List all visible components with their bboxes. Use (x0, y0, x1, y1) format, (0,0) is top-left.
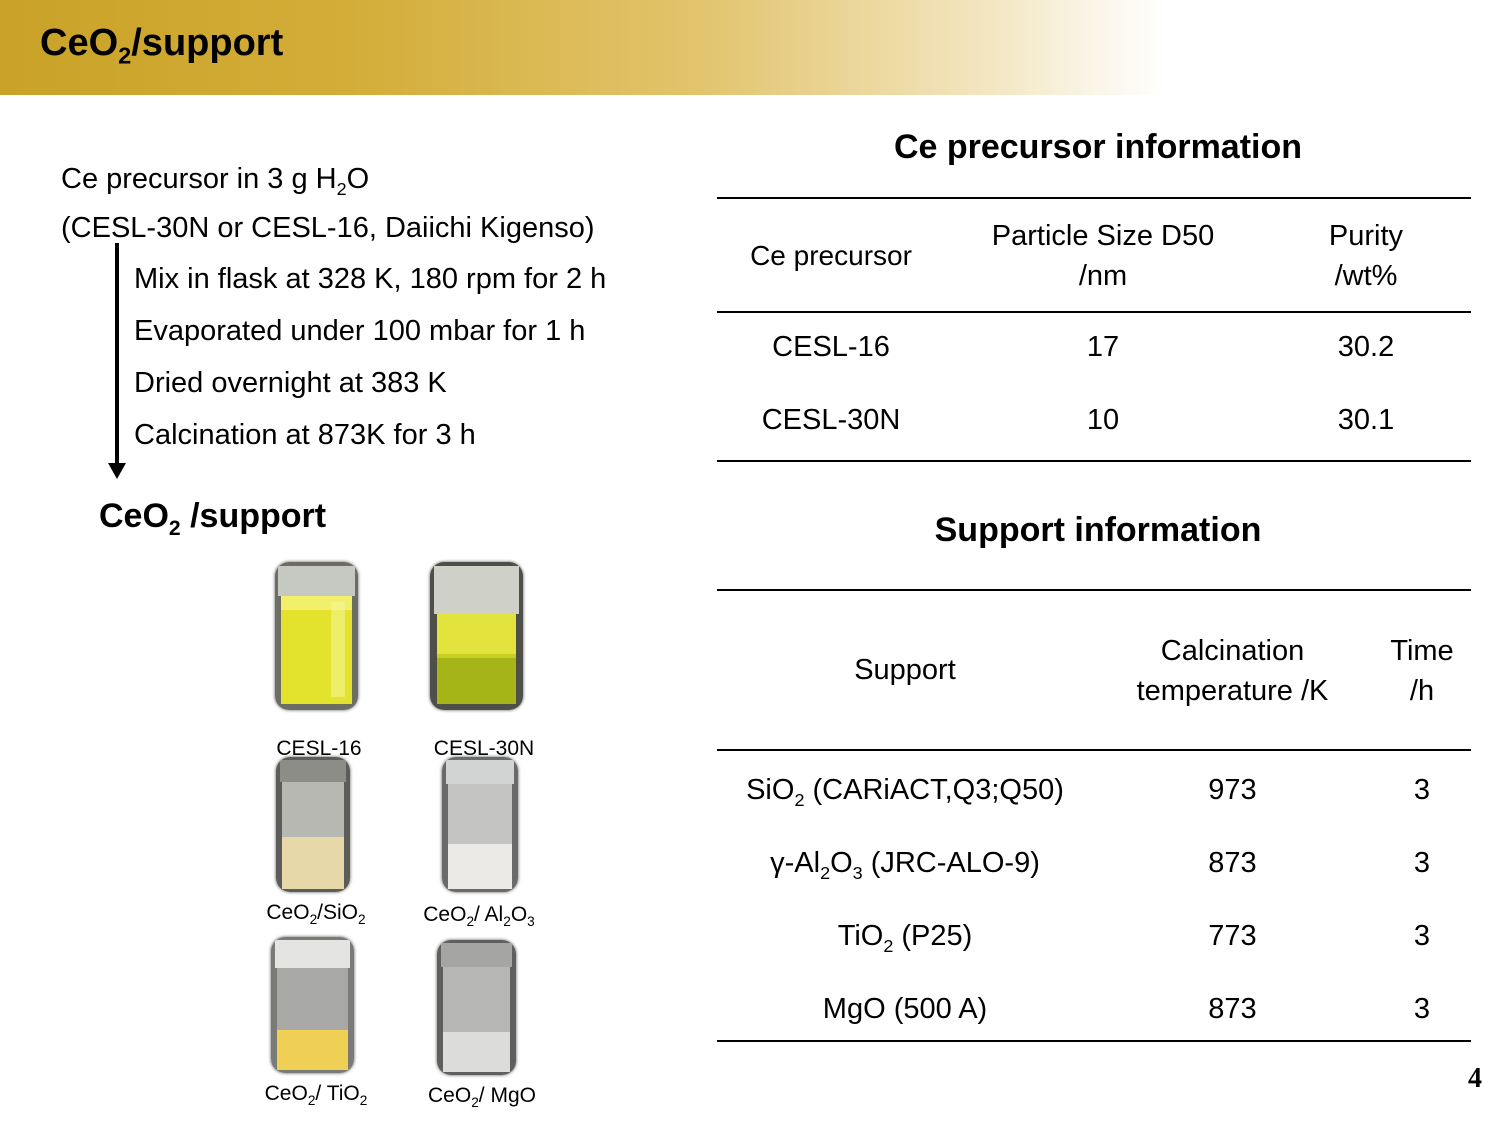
table-cell: γ-Al2O3 (JRC-ALO-9) (770, 847, 1040, 883)
table-cell: 773 (1208, 920, 1257, 952)
procedure-steps: Mix in flask at 328 K, 180 rpm for 2 h E… (134, 257, 606, 465)
caption-ceo2-tio2: CeO2/ TiO2 (264, 1082, 368, 1109)
table-rule (717, 749, 1471, 751)
table-cell: 873 (1208, 847, 1257, 879)
table-cell: 3 (1413, 774, 1431, 806)
table-cell: MgO (500 A) (822, 993, 988, 1025)
photo-ceo2-tio2 (271, 937, 354, 1073)
support-table-title: Support information (934, 511, 1262, 549)
header-ce-precursor: Ce precursor (750, 240, 912, 271)
table-cell: CESL-30N (761, 404, 901, 436)
step-item: Mix in flask at 328 K, 180 rpm for 2 h (134, 263, 607, 295)
header-purity: Purity/wt% (1328, 220, 1404, 292)
table-cell: 30.2 (1337, 331, 1395, 363)
table-rule (717, 197, 1471, 199)
table-cell: SiO2 (CARiACT,Q3;Q50) (746, 774, 1064, 810)
step-item: Evaporated under 100 mbar for 1 h (134, 315, 586, 347)
table-cell: 973 (1208, 774, 1257, 806)
step-item: Calcination at 873K for 3 h (134, 419, 476, 451)
header-time: Time/h (1390, 635, 1454, 707)
caption-ceo2-al2o3: CeO2/ Al2O3 (423, 903, 535, 930)
caption-ceo2-mgo: CeO2/ MgO (428, 1084, 536, 1111)
photo-ceo2-al2o3 (442, 757, 518, 892)
page-number: 4 (1468, 1063, 1482, 1094)
title-banner (0, 0, 1165, 95)
procedure-heading: Ce precursor in 3 g H2O (CESL-30N or CES… (61, 163, 595, 244)
arrow-head-icon (108, 463, 126, 479)
caption-ceo2-sio2: CeO2/SiO2 (266, 901, 366, 928)
step-item: Dried overnight at 383 K (134, 367, 447, 399)
caption-cesl-30n: CESL-30N (433, 737, 535, 760)
header-particle-size: Particle Size D50/nm (991, 220, 1215, 292)
table-cell: CESL-16 (772, 331, 890, 363)
table-cell: 17 (1086, 331, 1120, 363)
table-rule (717, 460, 1471, 462)
photo-ceo2-sio2 (276, 757, 350, 892)
photo-ceo2-mgo (437, 940, 516, 1075)
result-title: CeO2 /support (99, 497, 327, 540)
table-cell: 30.1 (1337, 404, 1395, 436)
procedure-arrow (115, 243, 119, 465)
table-cell: 10 (1086, 404, 1120, 436)
table-cell: 3 (1413, 920, 1431, 952)
table-rule (717, 311, 1471, 313)
caption-cesl-16: CESL-16 (276, 737, 362, 760)
table-cell: 3 (1413, 847, 1431, 879)
photo-cesl-16 (275, 562, 358, 710)
table-cell: 3 (1413, 993, 1431, 1025)
table-rule (717, 589, 1471, 591)
table-rule (717, 1040, 1471, 1042)
header-support: Support (854, 654, 956, 686)
table-cell: 873 (1208, 993, 1257, 1025)
slide-title: CeO2/support (40, 22, 284, 69)
photo-cesl-30n (430, 562, 523, 710)
precursor-table-title: Ce precursor information (893, 128, 1303, 166)
table-cell: TiO2 (P25) (837, 920, 973, 956)
header-calcination-temperature: Calcination temperature /K (1136, 635, 1329, 707)
